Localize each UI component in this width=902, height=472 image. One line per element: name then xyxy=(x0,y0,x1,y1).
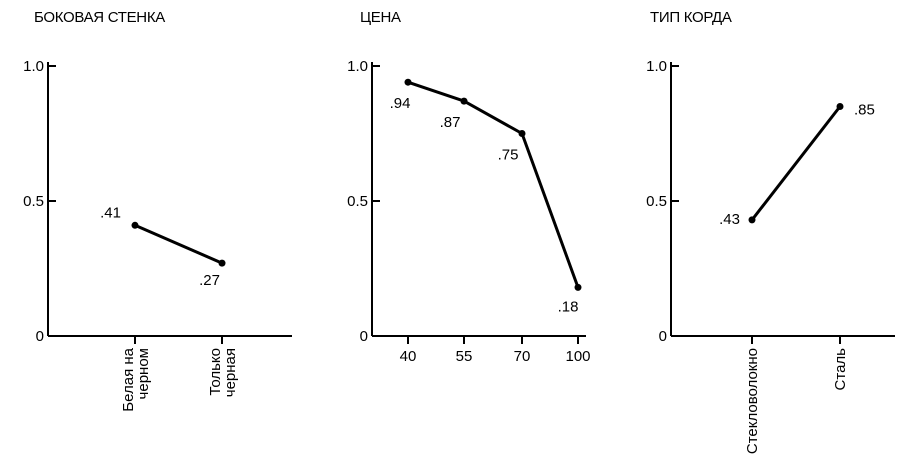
series-line xyxy=(407,80,580,288)
series-line xyxy=(750,105,842,221)
panel-price: ЦЕНА 0 0.5 1.0 40 55 70 100 .94 .87 .75 .18 xyxy=(347,9,590,365)
x-tick-label-line: черная xyxy=(222,348,239,397)
data-point xyxy=(131,221,139,229)
y-tick-label: 0 xyxy=(659,328,667,345)
data-point xyxy=(404,78,412,86)
panel-title: БОКОВАЯ СТЕНКА xyxy=(34,9,165,26)
x-tick-label-line: черном xyxy=(135,348,152,399)
data-label: .87 xyxy=(440,114,461,131)
x-tick-label: Стекловолокно xyxy=(744,348,761,454)
x-tick-label-line: Стекловолокно xyxy=(744,348,761,454)
data-label: .18 xyxy=(558,298,579,315)
y-tick-label: 1.0 xyxy=(646,58,667,75)
x-tick-label: 100 xyxy=(565,348,590,365)
panel-sidewall: БОКОВАЯ СТЕНКА 0 0.5 1.0 Белая начерном Тольк… xyxy=(23,9,292,412)
x-tick-label: 40 xyxy=(400,348,417,365)
data-label: .43 xyxy=(719,211,740,228)
y-tick-label: 0.5 xyxy=(23,193,44,210)
x-tick-label-line: Только xyxy=(207,348,224,396)
panel-cord-type: ТИП КОРДА 0 0.5 1.0 Стекловолокно Сталь .43 .85 xyxy=(646,9,895,454)
data-label: .94 xyxy=(390,95,411,112)
x-tick-label: Сталь xyxy=(832,348,849,391)
data-label: .41 xyxy=(100,204,121,221)
y-tick-label: 1.0 xyxy=(347,58,368,75)
data-label: .85 xyxy=(854,102,875,119)
data-point xyxy=(518,130,526,137)
panel-title: ЦЕНА xyxy=(360,9,401,26)
data-point xyxy=(218,259,226,267)
y-tick-label: 0.5 xyxy=(646,193,667,210)
x-tick-label: Толькочерная xyxy=(207,348,239,397)
data-point xyxy=(460,97,468,105)
data-label: .75 xyxy=(498,147,519,164)
data-point xyxy=(836,103,844,110)
data-point xyxy=(748,216,756,224)
x-tick-label-line: Сталь xyxy=(832,348,849,391)
data-point xyxy=(574,283,582,291)
x-tick-label: 70 xyxy=(514,348,531,365)
y-tick-label: 0 xyxy=(360,328,368,345)
y-tick-label: 0.5 xyxy=(347,193,368,210)
y-tick-label: 1.0 xyxy=(23,58,44,75)
data-label: .27 xyxy=(199,272,220,289)
x-tick-label-line: Белая на xyxy=(120,347,137,411)
x-tick-label: 55 xyxy=(456,348,473,365)
y-tick-label: 0 xyxy=(36,328,44,345)
x-tick-label: Белая начерном xyxy=(120,347,152,411)
panel-title: ТИП КОРДА xyxy=(650,9,732,26)
series-line xyxy=(134,223,223,265)
